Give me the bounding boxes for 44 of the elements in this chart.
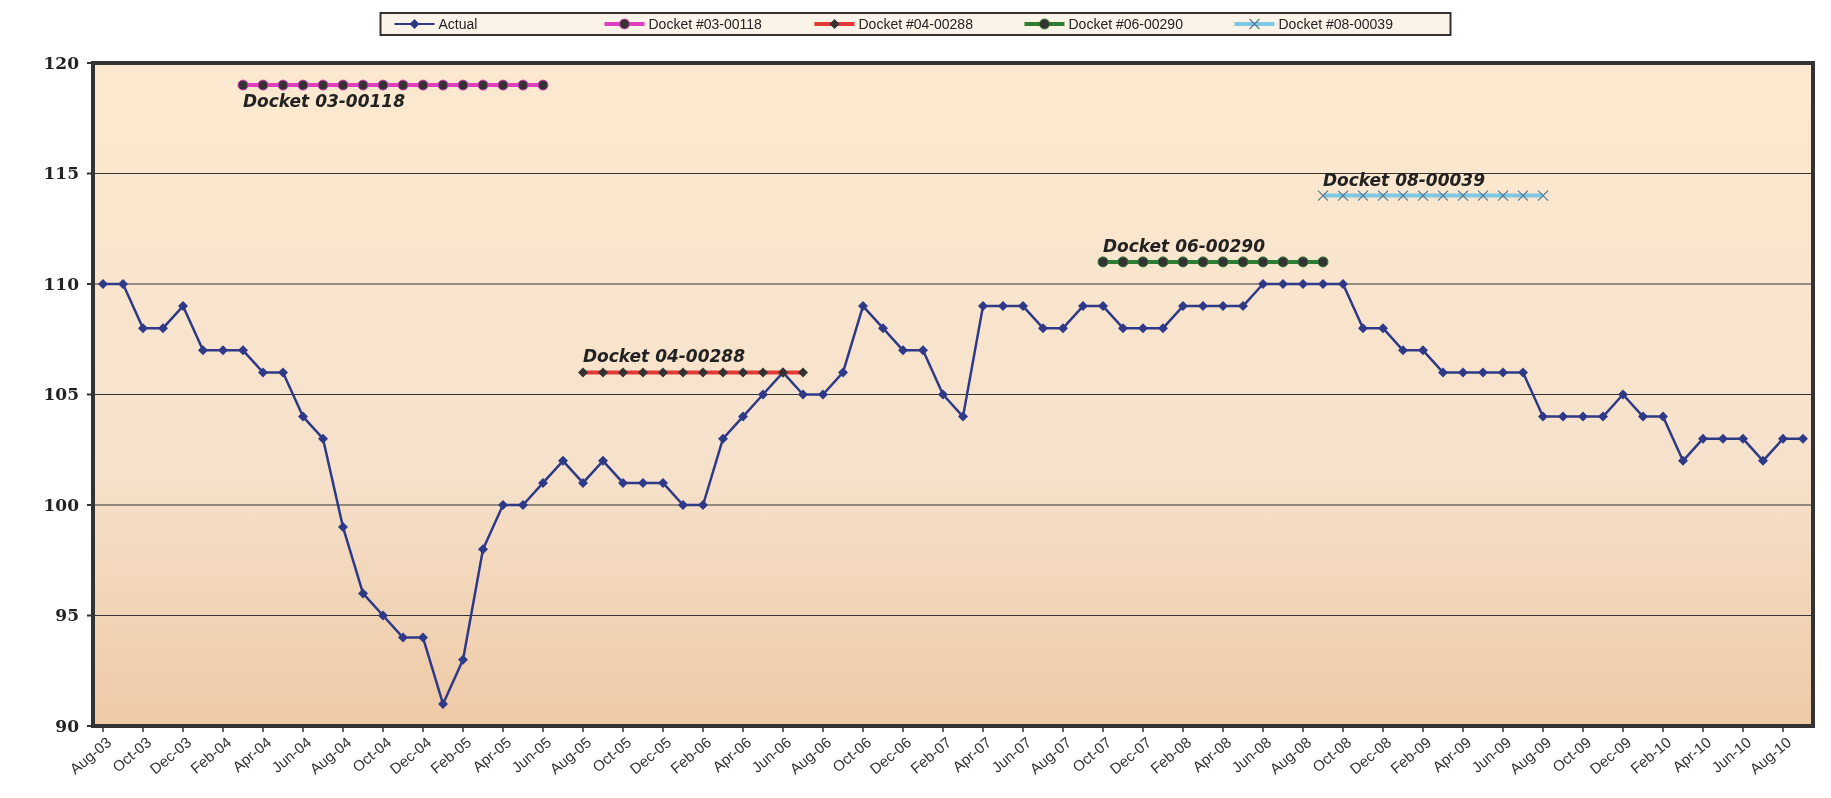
y-tick-label: 120 <box>43 52 80 73</box>
y-tick-label: 110 <box>43 273 80 294</box>
point <box>397 79 409 91</box>
point <box>1317 256 1329 268</box>
point <box>1257 256 1269 268</box>
y-tick-label: 105 <box>43 384 79 405</box>
point <box>277 79 289 91</box>
point <box>257 79 269 91</box>
point <box>537 79 549 91</box>
point <box>337 79 349 91</box>
annotation: Docket 04-00288 <box>583 346 746 367</box>
point <box>1217 256 1229 268</box>
point <box>357 79 369 91</box>
point <box>1237 256 1249 268</box>
point <box>1137 256 1149 268</box>
legend-label: Docket #06-00290 <box>1068 15 1184 32</box>
y-tick-label: 90 <box>55 715 80 736</box>
point <box>517 79 529 91</box>
point <box>1277 256 1289 268</box>
point <box>237 79 249 91</box>
point <box>1197 256 1209 268</box>
y-tick-label: 115 <box>43 163 79 184</box>
point <box>437 79 449 91</box>
point <box>317 79 329 91</box>
point <box>1157 256 1169 268</box>
legend-label: Docket #04-00288 <box>858 15 974 32</box>
annotation: Docket 03-00118 <box>243 91 406 112</box>
y-tick-label: 95 <box>55 605 79 626</box>
point <box>1117 256 1129 268</box>
annotation: Docket 06-00290 <box>1103 235 1266 256</box>
point <box>417 79 429 91</box>
point <box>477 79 489 91</box>
point <box>1097 256 1109 268</box>
legend-label: Actual <box>438 15 478 32</box>
legend-label: Docket #03-00118 <box>648 15 763 32</box>
legend-label: Docket #08-00039 <box>1278 15 1394 32</box>
point <box>1297 256 1309 268</box>
point <box>377 79 389 91</box>
point <box>1177 256 1189 268</box>
point <box>457 79 469 91</box>
point <box>297 79 309 91</box>
annotation: Docket 08-00039 <box>1323 169 1486 190</box>
y-tick-label: 100 <box>43 494 80 515</box>
point <box>497 79 509 91</box>
